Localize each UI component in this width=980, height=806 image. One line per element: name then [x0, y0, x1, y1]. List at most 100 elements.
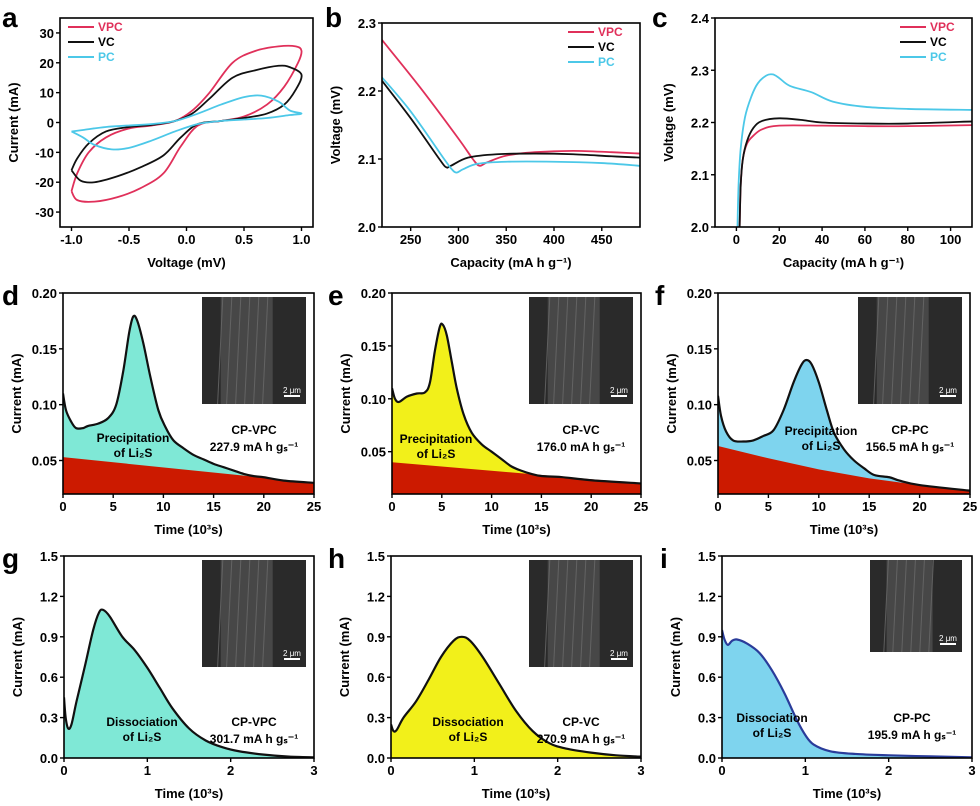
sem-inset: 2 μm — [202, 296, 306, 405]
baseline-area — [63, 457, 314, 494]
legend-label-vc: VC — [598, 40, 615, 54]
x-tick-label: 15 — [206, 499, 220, 514]
annotation-line1: Precipitation — [97, 431, 170, 445]
curve-area — [392, 323, 641, 494]
x-tick-label: 15 — [534, 499, 548, 514]
legend-label-vpc: VPC — [598, 25, 623, 39]
sem-inset: 2 μm — [529, 296, 633, 405]
x-tick-label: 0 — [733, 232, 740, 247]
y-tick-label: 0.9 — [367, 630, 385, 645]
x-axis-title: Time (10³s) — [154, 522, 222, 537]
x-tick-label: 450 — [591, 232, 613, 247]
sem-texture — [235, 559, 242, 668]
sem-texture — [571, 296, 578, 405]
y-tick-label: 0.3 — [698, 711, 716, 726]
y-tick-label: 0.20 — [687, 286, 712, 301]
y-tick-label: 0.3 — [40, 711, 58, 726]
plot-area — [382, 39, 640, 174]
sem-texture — [226, 296, 233, 405]
curve-area — [64, 609, 314, 758]
y-tick-label: 1.2 — [40, 589, 58, 604]
x-tick-label: 0.5 — [235, 232, 253, 247]
x-tick-label: 10 — [484, 499, 498, 514]
x-tick-label: 5 — [110, 499, 117, 514]
x-tick-label: 10 — [156, 499, 170, 514]
sem-texture — [544, 296, 551, 405]
y-tick-label: 0.10 — [687, 398, 712, 413]
x-tick-label: 0 — [387, 763, 394, 778]
sem-fiber — [547, 560, 600, 667]
sem-fiber — [220, 560, 273, 667]
axes-frame — [62, 292, 315, 495]
y-axis-title: Voltage (mV) — [328, 86, 343, 165]
sem-texture — [253, 559, 260, 668]
x-tick-label: 25 — [634, 499, 648, 514]
annotation-line2: of Li₂S — [449, 730, 488, 744]
legend-label-pc: PC — [930, 50, 947, 64]
plot-area — [70, 44, 303, 203]
annotation-line2: of Li₂S — [417, 447, 456, 461]
x-tick-label: 1 — [471, 763, 478, 778]
sem-texture — [217, 559, 224, 668]
y-tick-label: 0.15 — [687, 342, 712, 357]
x-axis-title: Time (10³s) — [482, 522, 550, 537]
series-line-vc — [738, 117, 972, 227]
y-tick-label: 1.5 — [698, 549, 716, 564]
y-tick-label: 0.6 — [367, 670, 385, 685]
axes-frame — [390, 555, 642, 759]
annotation-line1: Precipitation — [785, 424, 858, 438]
panel-letter: g — [2, 543, 19, 574]
y-tick-label: 30 — [40, 26, 54, 41]
sem-texture — [891, 296, 898, 405]
series-line-vc — [382, 80, 640, 169]
y-tick-label: 1.5 — [40, 549, 58, 564]
y-tick-label: 0 — [47, 116, 54, 131]
x-tick-label: 3 — [637, 763, 644, 778]
y-tick-label: 2.3 — [691, 63, 709, 78]
annotation-line2: of Li₂S — [123, 730, 162, 744]
annotation-line1: Precipitation — [400, 432, 473, 446]
y-tick-label: 0.05 — [687, 454, 712, 469]
sem-texture — [589, 559, 596, 668]
axes-frame — [381, 22, 641, 228]
x-tick-label: 1 — [144, 763, 151, 778]
series-line-pc — [736, 73, 972, 227]
sem-image — [870, 560, 962, 652]
y-tick-label: 0.0 — [367, 751, 385, 766]
capacity-label: 301.7 mA h gₛ⁻¹ — [210, 732, 298, 746]
x-tick-label: 0 — [388, 499, 395, 514]
series-line-pc — [71, 94, 303, 151]
plot-area — [722, 629, 972, 758]
y-tick-label: 1.2 — [367, 589, 385, 604]
sem-texture — [882, 296, 889, 405]
sem-fiber — [886, 560, 933, 652]
x-axis-title: Capacity (mA h g⁻¹) — [783, 255, 904, 270]
sem-texture — [919, 559, 925, 653]
curve-line — [64, 608, 314, 758]
sem-texture — [901, 559, 907, 653]
panel-letter: b — [325, 2, 342, 33]
x-tick-label: 25 — [307, 499, 321, 514]
sem-texture — [580, 559, 587, 668]
sample-name: CP-VPC — [231, 715, 277, 729]
sample-name: CP-VC — [562, 715, 600, 729]
sample-name: CP-VPC — [231, 423, 277, 437]
axes-frame — [391, 292, 642, 495]
curve-line — [391, 635, 641, 758]
y-tick-label: 2.0 — [691, 220, 709, 235]
baseline-area — [392, 462, 641, 494]
capacity-label: 156.5 mA h gₛ⁻¹ — [866, 440, 954, 454]
y-axis-title: Current (mA) — [338, 353, 353, 433]
sem-texture — [928, 559, 934, 653]
y-tick-label: 0.0 — [698, 751, 716, 766]
capacity-label: 227.9 mA h gₛ⁻¹ — [210, 440, 298, 454]
axes-frame — [717, 292, 971, 495]
y-tick-label: 0.05 — [32, 454, 57, 469]
